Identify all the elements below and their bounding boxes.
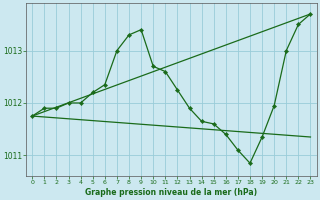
X-axis label: Graphe pression niveau de la mer (hPa): Graphe pression niveau de la mer (hPa): [85, 188, 257, 197]
